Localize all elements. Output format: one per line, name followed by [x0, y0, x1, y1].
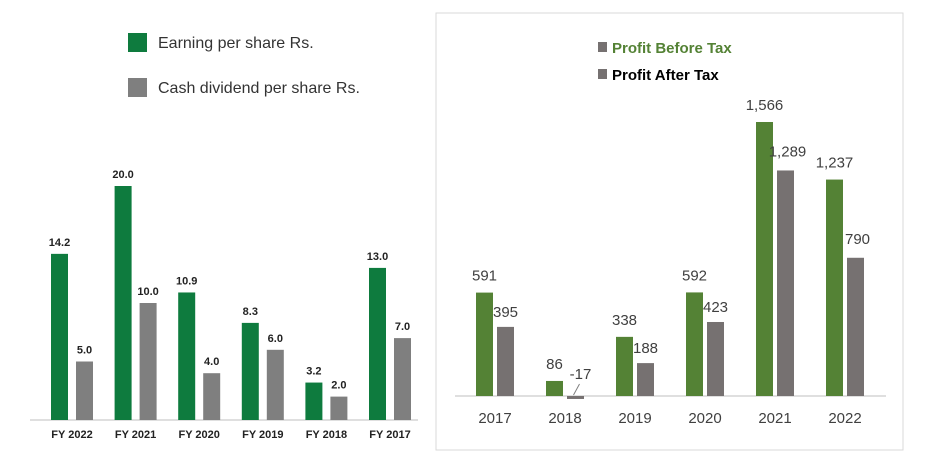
bar-pbt-2018: [546, 380, 563, 396]
legend-label-pat: Profit After Tax: [612, 67, 719, 84]
bar-eps-fy-2018: [305, 382, 323, 420]
data-label-pat-2019: 188: [633, 340, 658, 357]
tick-label-fy-2018: FY 2018: [306, 429, 347, 441]
bar-pbt-2022: [826, 179, 843, 396]
bar-pbt-2017: [476, 292, 493, 396]
data-label-pat-2021: 1,289: [769, 143, 807, 160]
data-label-pbt-2019: 338: [612, 312, 637, 329]
data-label-eps-fy-2022: 14.2: [49, 237, 70, 249]
bar-pat-2017: [497, 326, 514, 396]
bar-pbt-2020: [686, 292, 703, 396]
legend-swatch-pat: [598, 69, 607, 79]
bar-pat-2022: [847, 257, 864, 396]
profit-chart: Profit Before Tax Profit After Tax 591 395 2…: [455, 40, 886, 427]
data-label-eps-fy-2017: 13.0: [367, 251, 388, 263]
legend-swatch-pbt: [598, 42, 607, 52]
tick-label-2017: 2017: [478, 410, 511, 427]
data-label-eps-fy-2018: 3.2: [306, 366, 321, 378]
data-label-dividend-fy-2017: 7.0: [395, 321, 410, 333]
data-label-pat-2020: 423: [703, 299, 728, 316]
data-label-eps-fy-2020: 10.9: [176, 275, 197, 287]
data-label-dividend-fy-2019: 6.0: [268, 333, 283, 345]
eps-dividend-chart: Earning per share Rs. Cash dividend per s…: [30, 33, 418, 441]
bar-pat-2019: [637, 363, 654, 396]
tick-label-2020: 2020: [688, 410, 721, 427]
data-label-dividend-fy-2021: 10.0: [137, 286, 158, 298]
bar-dividend-fy-2022: [76, 361, 93, 420]
tick-label-fy-2021: FY 2021: [115, 429, 156, 441]
tick-label-fy-2017: FY 2017: [369, 429, 410, 441]
data-label-pbt-2020: 592: [682, 267, 707, 284]
data-label-pbt-2018: 86: [546, 356, 563, 373]
tick-label-fy-2022: FY 2022: [51, 429, 92, 441]
data-label-pbt-2021: 1,566: [746, 97, 784, 114]
tick-label-2021: 2021: [758, 410, 791, 427]
data-label-dividend-fy-2022: 5.0: [77, 345, 92, 357]
bar-dividend-fy-2021: [139, 303, 157, 420]
legend-swatch-dividend: [128, 78, 147, 97]
tick-label-2022: 2022: [828, 410, 861, 427]
legend-swatch-eps: [128, 33, 147, 52]
data-label-pat-2017: 395: [493, 304, 518, 321]
bar-pat-2021: [777, 170, 794, 396]
legend-label-dividend: Cash dividend per share Rs.: [158, 80, 360, 97]
tick-label-2018: 2018: [548, 410, 581, 427]
tick-label-fy-2020: FY 2020: [179, 429, 220, 441]
data-label-eps-fy-2021: 20.0: [112, 169, 133, 181]
legend-label-eps: Earning per share Rs.: [158, 35, 314, 52]
data-label-pat-2022: 790: [845, 231, 870, 248]
tick-label-fy-2019: FY 2019: [242, 429, 283, 441]
bar-eps-fy-2021: [114, 186, 132, 420]
bar-eps-fy-2022: [51, 253, 68, 420]
data-label-pbt-2017: 591: [472, 268, 497, 285]
bar-dividend-fy-2020: [203, 373, 221, 420]
bar-eps-fy-2017: [369, 267, 386, 420]
bar-dividend-fy-2018: [330, 396, 348, 420]
legend-label-pbt: Profit Before Tax: [612, 40, 732, 57]
data-label-dividend-fy-2020: 4.0: [204, 356, 219, 368]
data-label-dividend-fy-2018: 2.0: [331, 380, 346, 392]
data-label-pbt-2022: 1,237: [816, 155, 854, 172]
data-label-pat-2018: -17: [570, 366, 592, 383]
bar-eps-fy-2020: [178, 292, 196, 420]
bar-pbt-2021: [756, 122, 773, 396]
bar-pat-2018: [567, 396, 584, 399]
leader-line-pat-2018: [573, 383, 580, 396]
tick-label-2019: 2019: [618, 410, 651, 427]
bar-dividend-fy-2019: [266, 349, 284, 420]
bar-pat-2020: [707, 321, 724, 396]
bar-pbt-2019: [616, 336, 633, 396]
bar-eps-fy-2019: [241, 322, 259, 420]
data-label-eps-fy-2019: 8.3: [243, 306, 258, 318]
bar-dividend-fy-2017: [394, 338, 411, 420]
